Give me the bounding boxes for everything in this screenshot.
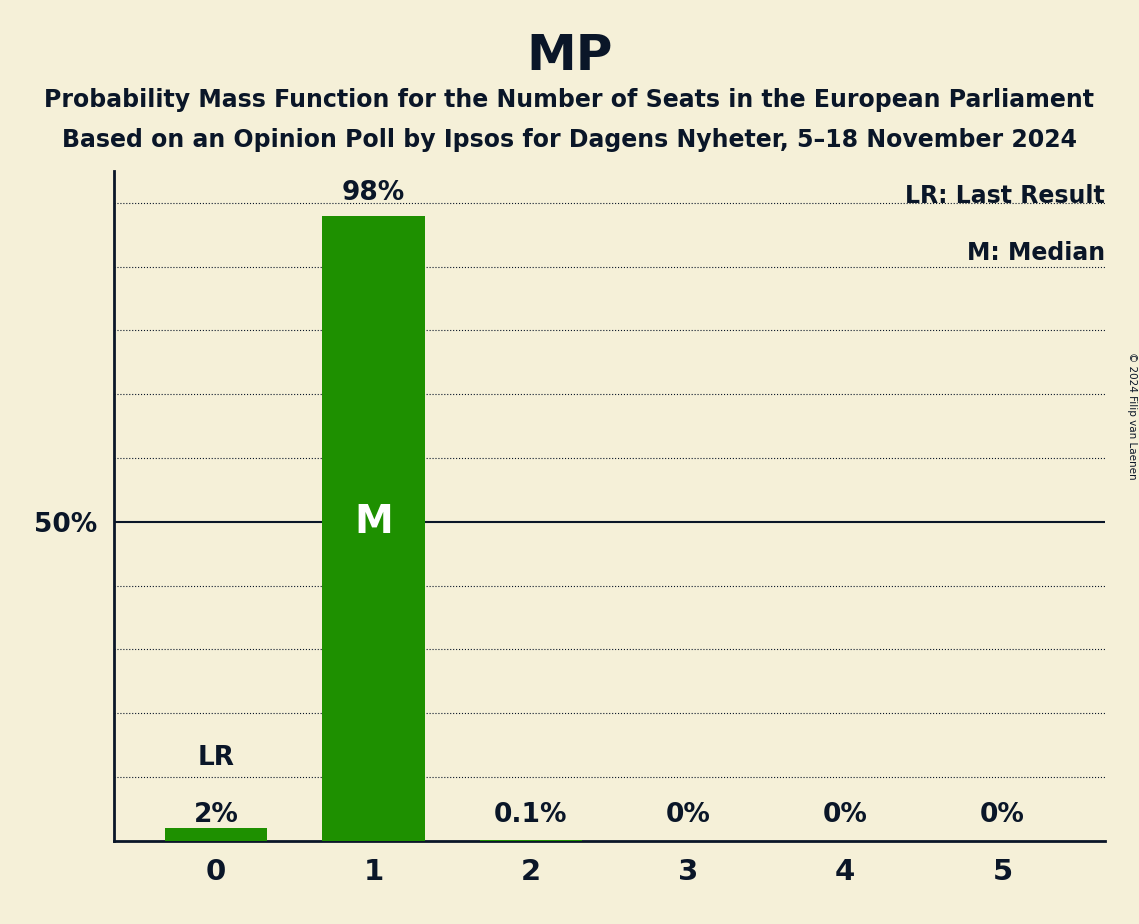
Text: 0%: 0% — [665, 802, 711, 828]
Text: Based on an Opinion Poll by Ipsos for Dagens Nyheter, 5–18 November 2024: Based on an Opinion Poll by Ipsos for Da… — [62, 128, 1077, 152]
Bar — [165, 828, 268, 841]
Bar — [322, 215, 425, 841]
Text: 0.1%: 0.1% — [494, 802, 567, 828]
Text: Probability Mass Function for the Number of Seats in the European Parliament: Probability Mass Function for the Number… — [44, 88, 1095, 112]
Text: MP: MP — [526, 32, 613, 80]
Text: © 2024 Filip van Laenen: © 2024 Filip van Laenen — [1126, 352, 1137, 480]
Text: M: M — [354, 503, 393, 541]
Text: 0%: 0% — [822, 802, 868, 828]
Text: 98%: 98% — [342, 180, 405, 206]
Text: 2%: 2% — [194, 802, 238, 828]
Text: LR: Last Result: LR: Last Result — [906, 184, 1105, 208]
Text: M: Median: M: Median — [967, 241, 1105, 265]
Text: 0%: 0% — [981, 802, 1025, 828]
Text: LR: LR — [198, 745, 235, 771]
